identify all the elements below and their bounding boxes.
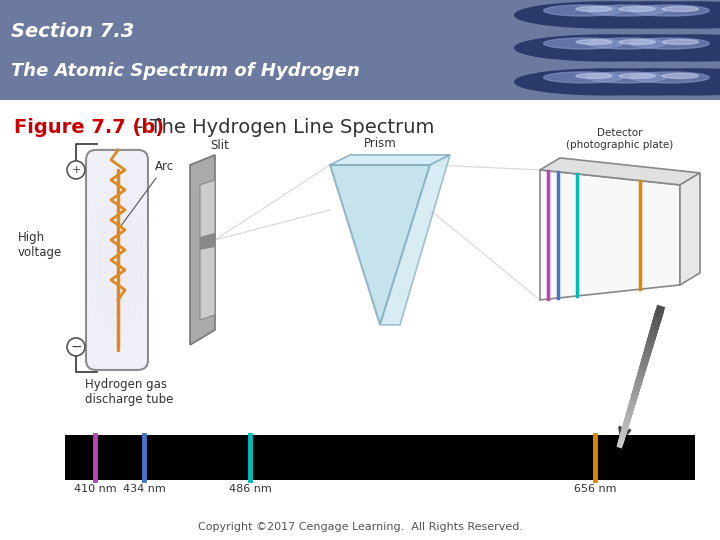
Circle shape bbox=[601, 2, 720, 28]
Ellipse shape bbox=[94, 188, 143, 332]
Circle shape bbox=[558, 35, 720, 61]
Circle shape bbox=[587, 5, 666, 16]
Polygon shape bbox=[380, 155, 450, 325]
Circle shape bbox=[558, 69, 720, 95]
Text: Arc: Arc bbox=[120, 160, 174, 228]
Bar bbox=[65, 435, 695, 480]
Circle shape bbox=[619, 39, 655, 44]
Circle shape bbox=[515, 69, 702, 95]
Circle shape bbox=[515, 2, 702, 28]
Circle shape bbox=[576, 73, 612, 78]
Polygon shape bbox=[540, 170, 680, 300]
Circle shape bbox=[587, 38, 666, 49]
Circle shape bbox=[544, 5, 623, 16]
Polygon shape bbox=[190, 155, 215, 345]
Circle shape bbox=[587, 72, 666, 83]
Text: - The Hydrogen Line Spectrum: - The Hydrogen Line Spectrum bbox=[130, 118, 434, 137]
Circle shape bbox=[576, 6, 612, 11]
Circle shape bbox=[619, 73, 655, 78]
Text: High
voltage: High voltage bbox=[18, 231, 62, 259]
Text: 410 nm: 410 nm bbox=[74, 484, 117, 494]
Circle shape bbox=[576, 39, 612, 44]
Text: Slit: Slit bbox=[210, 139, 229, 152]
Circle shape bbox=[662, 39, 698, 44]
Text: 656 nm: 656 nm bbox=[574, 484, 616, 494]
Circle shape bbox=[544, 72, 623, 83]
Text: Copyright ©2017 Cengage Learning.  All Rights Reserved.: Copyright ©2017 Cengage Learning. All Ri… bbox=[197, 522, 523, 532]
Text: −: − bbox=[70, 340, 82, 354]
Text: Prism: Prism bbox=[364, 137, 397, 150]
Circle shape bbox=[630, 38, 709, 49]
Text: 486 nm: 486 nm bbox=[228, 484, 271, 494]
Text: Figure 7.7 (b): Figure 7.7 (b) bbox=[14, 118, 164, 137]
Circle shape bbox=[515, 35, 702, 61]
Circle shape bbox=[630, 5, 709, 16]
Text: Section 7.3: Section 7.3 bbox=[11, 22, 134, 41]
Polygon shape bbox=[540, 158, 700, 185]
Text: Detector
(photographic plate): Detector (photographic plate) bbox=[567, 129, 674, 150]
Circle shape bbox=[662, 73, 698, 78]
Circle shape bbox=[558, 2, 720, 28]
Circle shape bbox=[601, 35, 720, 61]
FancyBboxPatch shape bbox=[86, 150, 148, 370]
Circle shape bbox=[544, 38, 623, 49]
Ellipse shape bbox=[99, 204, 138, 316]
Circle shape bbox=[630, 72, 709, 83]
Polygon shape bbox=[200, 233, 215, 250]
Ellipse shape bbox=[88, 172, 148, 348]
Text: The Atomic Spectrum of Hydrogen: The Atomic Spectrum of Hydrogen bbox=[11, 62, 360, 80]
Polygon shape bbox=[680, 173, 700, 285]
Circle shape bbox=[601, 69, 720, 95]
Circle shape bbox=[662, 6, 698, 11]
Text: 434 nm: 434 nm bbox=[123, 484, 166, 494]
Text: Hydrogen gas
discharge tube: Hydrogen gas discharge tube bbox=[85, 378, 174, 406]
Polygon shape bbox=[330, 165, 430, 325]
Circle shape bbox=[619, 6, 655, 11]
Polygon shape bbox=[200, 180, 215, 320]
Polygon shape bbox=[330, 155, 450, 165]
Text: +: + bbox=[71, 165, 81, 175]
